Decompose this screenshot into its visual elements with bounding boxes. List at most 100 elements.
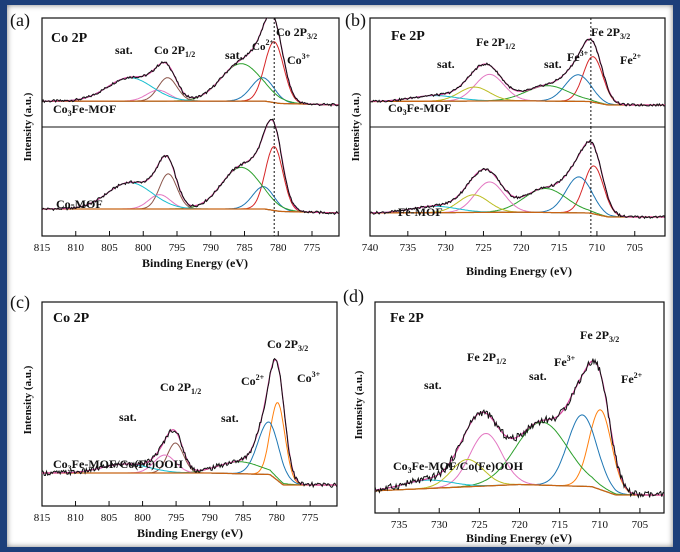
peak-label-d-fe3plus: Fe3+ [554, 354, 576, 369]
peak-curve-a-0-2 [42, 63, 339, 106]
peak-label-b-fe2p32: Fe 2P3/2 [591, 25, 630, 41]
plot-area-a [42, 18, 339, 236]
plot-area-d [375, 358, 664, 499]
x-tick-label-d-0: 735 [391, 519, 408, 531]
raw-data-curve-a-0 [42, 18, 339, 108]
peak-label-a-sat-1: sat. [115, 43, 133, 57]
x-tick-label-c-5: 790 [201, 512, 218, 524]
x-tick-label-a-3: 800 [135, 242, 152, 254]
peak-curve-d-0-1 [375, 414, 664, 496]
x-tick-label-c-4: 795 [168, 512, 185, 524]
x-tick-label-a-7: 780 [270, 242, 287, 254]
peak-label-b-fe2plus: Fe2+ [620, 52, 642, 67]
plot-area-c [42, 357, 337, 489]
panel-title-d: Fe 2P [390, 311, 424, 326]
xlabel-b: Binding Energy (eV) [466, 264, 572, 278]
x-tick-label-c-0: 815 [34, 512, 51, 524]
peak-label-d-sat-2: sat. [529, 369, 547, 383]
x-tick-label-c-3: 800 [134, 512, 151, 524]
ylabel-d: Intensity (a.u.) [353, 370, 365, 439]
ylabel-c: Intensity (a.u.) [22, 365, 34, 434]
xlabel-d: Binding Energy (eV) [466, 531, 572, 545]
x-tick-label-c-6: 785 [235, 512, 252, 524]
panel-letter-b: (b) [345, 10, 366, 31]
x-tick-label-c-8: 775 [302, 512, 319, 524]
peak-label-a-co3plus: Co3+ [287, 52, 311, 67]
plot-area-b [370, 18, 665, 236]
x-tick-label-b-5: 715 [551, 242, 568, 254]
peak-label-d-fe2p12: Fe 2P1/2 [467, 350, 506, 366]
x-tick-label-d-1: 730 [431, 519, 448, 531]
raw-data-curve-d-0 [375, 358, 664, 499]
panel-title-c: Co 2P [53, 311, 90, 326]
x-tick-label-c-1: 810 [67, 512, 84, 524]
x-tick-label-b-1: 735 [400, 242, 417, 254]
peak-label-c-sat-2: sat. [221, 411, 239, 425]
xlabel-c: Binding Energy (eV) [137, 526, 243, 540]
x-tick-label-d-2: 725 [471, 519, 488, 531]
peak-label-d-sat-1: sat. [424, 378, 442, 392]
raw-data-curve-c-0 [42, 357, 337, 489]
baseline-curve-a-0 [42, 100, 339, 106]
x-tick-label-b-6: 710 [589, 242, 606, 254]
peak-label-c-co2plus: Co2+ [241, 373, 265, 388]
x-tick-label-b-4: 720 [513, 242, 530, 254]
raw-data-curve-a-1 [42, 118, 339, 215]
sample-label-b-2: Fe-MOF [398, 205, 443, 219]
peak-label-a-sat-2: sat. [225, 48, 243, 62]
raw-data-curve-b-0 [370, 38, 665, 107]
panel-c: 815 810 805 800 795 790 785 780 775 (c) Co 2P Co… [10, 292, 338, 540]
baseline-curve-b-1 [370, 211, 665, 218]
peak-label-b-sat-2: sat. [544, 57, 562, 71]
x-tick-label-b-0: 740 [362, 242, 379, 254]
x-ticks-d: 735 730 725 720 715 710 705 [391, 508, 649, 531]
x-tick-label-a-1: 810 [68, 242, 85, 254]
x-ticks-a: 815 810 805 800 795 790 785 780 775 [34, 231, 321, 254]
baseline-curve-a-1 [42, 208, 339, 214]
raw-data-curve-b-1 [370, 139, 665, 220]
xps-figure: 815 810 805 800 795 790 785 780 775 (a) Co 2P Co… [10, 10, 666, 545]
figure-frame: 815 810 805 800 795 790 785 780 775 (a) Co 2P Co… [7, 5, 673, 547]
ylabel-b: Intensity (a.u.) [350, 92, 362, 161]
x-tick-label-c-2: 805 [101, 512, 118, 524]
panel-title-a: Co 2P [51, 31, 88, 46]
plot-frame-c [41, 301, 338, 507]
peak-label-c-co3plus: Co3+ [297, 370, 321, 385]
sample-label-a-2: Co-MOF [56, 197, 103, 211]
x-tick-label-b-7: 705 [626, 242, 643, 254]
x-ticks-c: 815 810 805 800 795 790 785 780 775 [34, 501, 319, 524]
panel-d: 735 730 725 720 715 710 705 (d) Fe 2P Co3Fe-MO… [343, 286, 665, 545]
x-tick-label-d-5: 710 [592, 519, 609, 531]
x-tick-label-a-6: 785 [236, 242, 253, 254]
panel-letter-a: (a) [10, 10, 30, 31]
x-tick-label-a-0: 815 [34, 242, 51, 254]
peak-label-b-sat-1: sat. [437, 57, 455, 71]
peak-label-d-fe2plus: Fe2+ [621, 371, 643, 386]
peak-label-c-co2p12: Co 2P1/2 [160, 380, 201, 396]
peak-label-a-co2p32: Co 2P3/2 [276, 25, 317, 41]
peak-label-a-co2p12: Co 2P1/2 [154, 43, 195, 59]
x-tick-label-a-8: 775 [304, 242, 321, 254]
peak-label-b-fe2p12: Fe 2P1/2 [476, 35, 515, 51]
x-tick-label-a-4: 795 [169, 242, 186, 254]
x-tick-label-b-2: 730 [437, 242, 454, 254]
baseline-curve-d-0 [375, 483, 664, 496]
ylabel-a: Intensity (a.u.) [22, 92, 34, 161]
peak-label-c-co2p32: Co 2P3/2 [267, 337, 308, 353]
x-tick-label-b-3: 725 [475, 242, 492, 254]
x-tick-label-c-7: 780 [268, 512, 285, 524]
peak-label-a-co2plus: Co2+ [252, 38, 274, 53]
x-tick-label-a-5: 790 [203, 242, 220, 254]
x-tick-label-d-6: 705 [632, 519, 649, 531]
peak-label-d-fe2p32: Fe 2P3/2 [580, 328, 619, 344]
peak-curve-d-0-0 [375, 409, 664, 496]
sample-label-a-1: Co3Fe-MOF [53, 102, 116, 118]
x-tick-label-d-3: 720 [511, 519, 528, 531]
panel-letter-c: (c) [10, 292, 30, 313]
panel-letter-d: (d) [343, 286, 364, 307]
xlabel-a: Binding Energy (eV) [142, 256, 248, 270]
sample-label-d: Co3Fe-MOF/Co(Fe)OOH [393, 459, 524, 475]
sample-label-c: Co3Fe-MOF/Co(Fe)OOH [53, 457, 184, 473]
x-tick-label-a-2: 805 [101, 242, 118, 254]
baseline-curve-b-0 [370, 100, 665, 106]
